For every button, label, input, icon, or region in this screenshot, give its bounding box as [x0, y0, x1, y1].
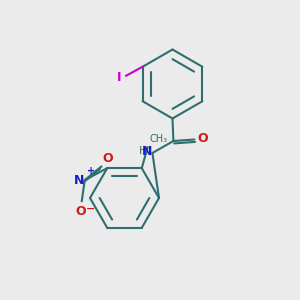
Text: N: N — [142, 145, 152, 158]
Text: H: H — [139, 146, 147, 157]
Text: −: − — [86, 203, 96, 214]
Text: +: + — [87, 166, 95, 176]
Text: O: O — [197, 131, 208, 145]
Text: O: O — [103, 152, 113, 165]
Text: O: O — [75, 205, 86, 218]
Text: I: I — [117, 71, 122, 84]
Text: CH₃: CH₃ — [149, 134, 167, 144]
Text: N: N — [74, 174, 84, 187]
